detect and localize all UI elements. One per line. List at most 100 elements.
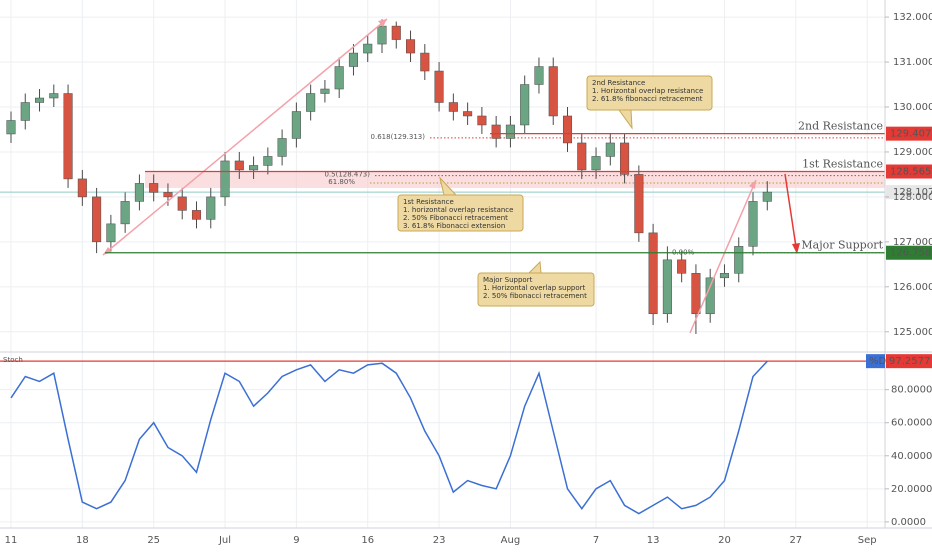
x-tick-label: 20 xyxy=(718,535,731,546)
candle-body xyxy=(591,156,601,171)
candle-body xyxy=(719,273,729,279)
stoch-value: 97.2577 xyxy=(889,356,930,367)
callout-line: 2. 50% Fibonacci retracement xyxy=(403,214,508,222)
arrow-head xyxy=(378,19,387,27)
candle-body xyxy=(134,183,144,202)
last-price: 128.107 xyxy=(893,187,932,198)
candle-body xyxy=(448,102,458,112)
candle-body xyxy=(320,88,330,94)
candle-body xyxy=(348,52,358,67)
x-tick-label: 18 xyxy=(76,535,89,546)
candle-body xyxy=(291,111,301,139)
x-tick-label: 13 xyxy=(647,535,660,546)
candle-body xyxy=(677,259,687,274)
trend-arrow xyxy=(689,179,757,334)
candle-body xyxy=(648,232,658,315)
y-tick-label: 125.000 xyxy=(893,327,932,338)
y-tick-label: 20.0000 xyxy=(891,484,932,495)
candle-body xyxy=(505,124,515,139)
y-tick-label: 80.0000 xyxy=(891,385,932,396)
candle-body xyxy=(420,52,430,72)
y-tick-label: 131.000 xyxy=(893,57,932,68)
x-tick-label: 7 xyxy=(593,535,599,546)
candle-body xyxy=(548,66,558,117)
x-tick-label: 23 xyxy=(433,535,446,546)
grid xyxy=(0,0,885,528)
candle-body xyxy=(534,66,544,85)
candle-body xyxy=(92,196,102,243)
y-tick-label: 40.0000 xyxy=(891,451,932,462)
stoch-tag xyxy=(886,354,932,369)
callout-box xyxy=(397,194,524,232)
y-tick-label: 126.000 xyxy=(893,282,932,293)
y-tick-label: 60.0000 xyxy=(891,418,932,429)
x-tick-label: 9 xyxy=(293,535,299,546)
candle-body xyxy=(762,191,772,202)
candle-body xyxy=(334,66,344,90)
stoch-line xyxy=(10,360,768,515)
candle-body xyxy=(691,273,701,315)
level-label: 2nd Resistance xyxy=(798,120,883,133)
candle-body xyxy=(177,196,187,211)
candle-body xyxy=(406,39,416,54)
candle-body xyxy=(748,201,758,247)
callout-line: 1. Horizontal overlap support xyxy=(483,284,586,292)
candle-body xyxy=(206,196,216,220)
candle-body xyxy=(634,174,644,234)
callout-line: 3. 61.8% Fibonacci extension xyxy=(403,222,505,230)
resistance-zone xyxy=(145,171,885,188)
x-tick-label: 11 xyxy=(5,535,18,546)
candle-body xyxy=(6,120,16,135)
candle-body xyxy=(734,246,744,274)
y-tick-label: 130.000 xyxy=(893,102,932,113)
candle-body xyxy=(20,102,30,121)
candle-body xyxy=(263,156,273,166)
candle-body xyxy=(434,70,444,103)
x-tick-label: 16 xyxy=(361,535,374,546)
candle-body xyxy=(605,142,615,157)
candle-body xyxy=(363,43,373,54)
candle-body xyxy=(463,111,473,117)
candle-body xyxy=(77,178,87,198)
callout-title: 1st Resistance xyxy=(403,198,454,206)
candle-body xyxy=(191,210,202,220)
fib-label: 0.5(128.473) xyxy=(324,171,370,179)
candle-body xyxy=(249,165,259,171)
candle-body xyxy=(491,124,501,139)
candle-body xyxy=(520,84,530,126)
candle-body xyxy=(63,93,73,180)
marks xyxy=(6,19,772,515)
candle-body xyxy=(277,138,287,157)
trend-arrow xyxy=(102,18,388,256)
level-value: 126.758 xyxy=(890,248,931,259)
candle-body xyxy=(120,201,130,225)
level-tag xyxy=(886,245,932,260)
candle-body xyxy=(562,115,573,144)
callout-line: 2. 50% fibonacci retracement xyxy=(483,292,587,300)
fib-label: 0.618(129.313) xyxy=(371,133,426,141)
y-tick-label: 132.000 xyxy=(893,12,932,23)
candle-body xyxy=(306,93,316,112)
x-tick-label: Sep xyxy=(858,535,877,546)
callout-line: 1. Horizontal overlap resistance xyxy=(592,87,703,95)
x-tick-label: Aug xyxy=(501,535,521,546)
callout-title: Major Support xyxy=(483,276,533,284)
forecast-arrow xyxy=(784,173,797,248)
callout-line: 1. horizontal overlap resistance xyxy=(403,206,513,214)
level-tag xyxy=(886,164,932,179)
level-tag xyxy=(886,126,932,141)
x-tick-label: Jul xyxy=(218,535,231,546)
level-label: 1st Resistance xyxy=(802,158,883,171)
y-tick-label: 127.000 xyxy=(893,237,932,248)
candle-body xyxy=(477,115,487,126)
y-tick-label: 129.000 xyxy=(893,147,932,158)
candle-body xyxy=(377,25,387,45)
candle-body xyxy=(49,93,59,99)
overlay: 0.618(129.313)0.5(128.473)61.80%0.00%2nd… xyxy=(0,18,885,362)
candle-body xyxy=(620,142,630,175)
callout-line: 2. 61.8% fibonacci retracement xyxy=(592,95,703,103)
